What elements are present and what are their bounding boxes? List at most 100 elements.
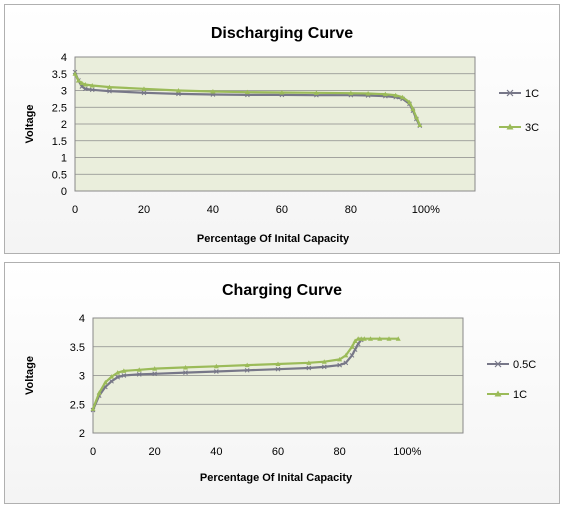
discharging-x-tick-label: 80 [345, 204, 357, 216]
discharging-legend-marker [506, 89, 514, 97]
charging-series-0_5c [90, 337, 364, 413]
discharging-legend-label: 3C [525, 122, 539, 134]
charging-legend-marker [494, 390, 502, 397]
charging-data-point [306, 360, 312, 365]
discharging-data-point [175, 88, 181, 93]
charging-data-point [152, 371, 158, 377]
discharging-data-point [75, 77, 81, 83]
charging-y-tick-label: 2.5 [70, 399, 85, 411]
charging-x-axis-label: Percentage Of Inital Capacity [200, 472, 353, 484]
charging-legend-entry: 0.5C [487, 359, 536, 371]
discharging-data-point [176, 91, 181, 97]
charging-legend-label: 1C [513, 389, 527, 401]
charging-data-point [96, 390, 102, 395]
discharging-x-axis-label: Percentage Of Inital Capacity [197, 233, 350, 245]
charging-data-point [102, 379, 108, 385]
discharging-data-point [141, 86, 147, 91]
charging-data-point [115, 370, 121, 375]
charging-data-point [343, 360, 349, 366]
discharging-y-tick-label: 4 [61, 52, 67, 64]
discharging-data-point [106, 84, 112, 90]
charging-data-point [115, 374, 121, 380]
discharging-data-point [89, 87, 95, 93]
charging-data-point [136, 371, 142, 377]
discharging-data-point [365, 91, 371, 96]
charging-data-point [337, 362, 343, 368]
charging-y-tick-label: 4 [79, 313, 85, 325]
charging-data-point [244, 367, 250, 373]
charging-y-tick-label: 2 [79, 428, 85, 440]
charging-data-point [183, 370, 188, 375]
discharging-x-tick-label: 0 [72, 204, 78, 216]
discharging-series-3c [72, 71, 423, 128]
discharging-legend-label: 1C [525, 88, 539, 100]
discharging-data-point [89, 82, 95, 88]
discharging-chart-panel: Discharging Curve 0 0.5 1 1.5 2 2.5 3 3.5 4 0 20 40 6… [4, 4, 560, 254]
discharging-data-point [79, 80, 85, 86]
charging-data-point [136, 367, 142, 372]
charging-x-tick-label: 20 [149, 446, 161, 458]
discharging-x-tick-label: 100% [412, 204, 440, 216]
discharging-x-tick-label: 20 [138, 204, 150, 216]
discharging-y-axis-label: Voltage [24, 105, 36, 144]
discharging-legend-entry: 3C [499, 122, 539, 134]
charging-y-axis-label: Voltage [24, 356, 36, 395]
discharging-data-point [410, 106, 416, 111]
charging-y-tick-label: 3 [79, 371, 85, 383]
discharging-y-tick-label: 1.5 [52, 136, 67, 148]
charging-data-point [321, 359, 327, 364]
charging-x-tick-label: 0 [90, 446, 96, 458]
charging-data-point [306, 365, 312, 371]
charging-legend-label: 0.5C [513, 359, 536, 371]
discharging-y-tick-label: 0 [61, 186, 67, 198]
charging-data-point [213, 363, 219, 369]
charging-data-point [90, 406, 96, 411]
charging-data-point [343, 352, 349, 358]
discharging-data-point [107, 88, 112, 94]
charging-data-point [152, 366, 158, 371]
discharging-y-tick-label: 3.5 [52, 69, 67, 81]
charging-data-point [275, 366, 281, 372]
charging-data-point [377, 336, 383, 341]
discharging-data-point [417, 122, 423, 128]
discharging-y-tick-label: 2 [61, 119, 67, 131]
discharging-data-point [72, 71, 78, 76]
charging-data-point [121, 373, 127, 378]
charging-legend-marker [494, 360, 502, 368]
discharging-data-point [79, 84, 85, 89]
charging-data-point [321, 364, 327, 370]
charging-data-point [349, 344, 355, 349]
discharging-title: Discharging Curve [211, 25, 353, 42]
charging-chart-panel: Charging Curve 2 2.5 3 3.5 4 0 20 40 60 80 100% Perc… [4, 262, 560, 504]
charging-x-tick-label: 60 [272, 446, 284, 458]
charging-data-point [349, 353, 355, 358]
discharging-data-point [382, 91, 388, 97]
charging-legend-entry: 1C [487, 389, 527, 401]
charging-data-point [213, 369, 219, 374]
discharging-data-point [313, 90, 319, 95]
discharging-y-tick-label: 2.5 [52, 102, 67, 114]
charging-data-point [337, 356, 343, 362]
charging-data-point [275, 361, 281, 366]
charging-data-point [395, 336, 401, 341]
discharging-legend-marker [506, 123, 514, 130]
discharging-data-point [244, 89, 250, 95]
charging-data-point [361, 336, 367, 341]
charging-data-point [121, 368, 127, 373]
charging-x-tick-label: 80 [334, 446, 346, 458]
discharging-y-tick-label: 0.5 [52, 169, 67, 181]
charging-y-tick-label: 3.5 [70, 342, 85, 354]
discharging-data-point [82, 86, 88, 92]
discharging-data-point [348, 90, 354, 96]
discharging-data-point [210, 89, 216, 94]
discharging-x-tick-label: 40 [207, 204, 219, 216]
discharging-data-point [279, 90, 285, 95]
charging-series-1c [90, 336, 401, 411]
charging-x-tick-label: 100% [393, 446, 421, 458]
discharging-data-point [82, 81, 88, 87]
charging-data-point [386, 336, 392, 341]
discharging-data-point [400, 94, 406, 100]
charging-data-point [244, 362, 250, 368]
charging-data-point [109, 374, 114, 379]
